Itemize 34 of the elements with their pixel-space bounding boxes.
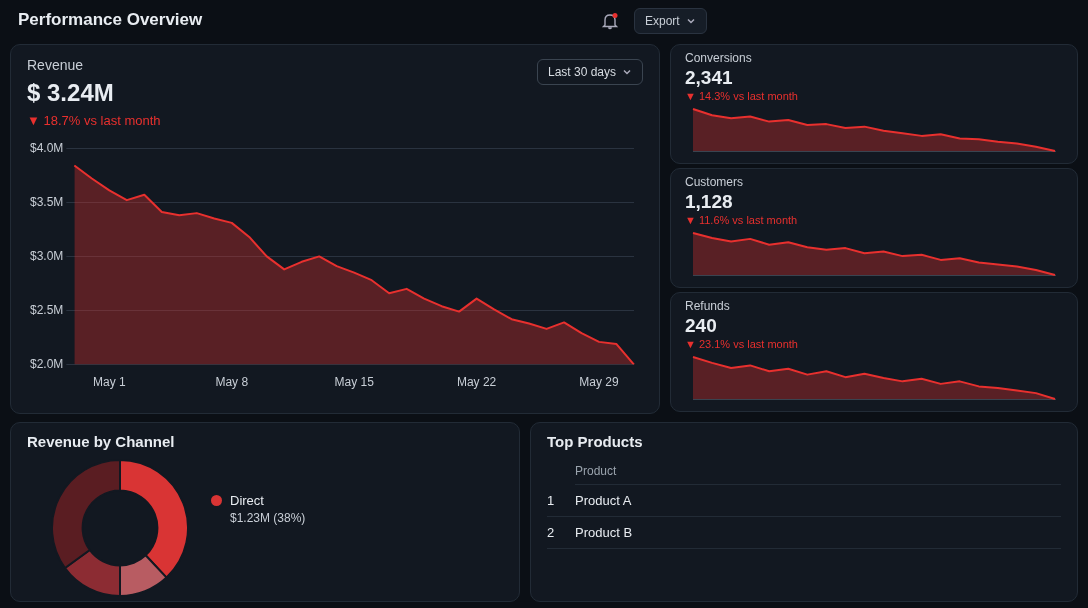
- text: ▼ 14.3% vs last month: [685, 90, 799, 103]
- y-tick-label: $2.0M: [29, 356, 64, 371]
- text: 1: [547, 493, 556, 508]
- x-tick-label: May 15: [334, 375, 375, 390]
- chart-subtitle: 240: [685, 315, 718, 337]
- x-tick-label: May 8: [215, 375, 249, 390]
- chart-subtitle: 1,128: [685, 191, 734, 213]
- x-tick-label: May 1: [92, 375, 126, 390]
- y-tick-label: $2.5M: [29, 302, 64, 317]
- x-tick-label: May 22: [456, 375, 497, 390]
- x-tick-label: May 29: [579, 375, 620, 390]
- chart-title: Customers: [685, 175, 744, 189]
- text: ▼ 23.1% vs last month: [685, 338, 799, 351]
- y-tick-label: $4.0M: [29, 140, 64, 155]
- chart-subtitle: 2,341: [685, 67, 734, 89]
- y-tick-label: $3.0M: [29, 248, 64, 263]
- data-label: $1.23M (38%): [230, 511, 306, 525]
- legend-label: Direct: [230, 493, 265, 508]
- text: Performance Overview: [18, 10, 203, 30]
- text: Product: [575, 464, 1061, 485]
- text: 2: [547, 525, 556, 540]
- text: ▼ 18.7% vs last month: [27, 113, 162, 128]
- text: Top Products: [547, 433, 644, 450]
- text: Product A: [575, 493, 632, 508]
- chart-title: Conversions: [685, 51, 753, 65]
- y-tick-label: $3.5M: [29, 194, 64, 209]
- text: Last 30 days: [536, 59, 643, 85]
- chart-title: Revenue: [27, 57, 84, 73]
- text: Product B: [575, 525, 633, 540]
- chart-title: Revenue by Channel: [27, 433, 176, 450]
- text: ▼ 11.6% vs last month: [685, 214, 799, 227]
- chart-title: Refunds: [685, 299, 731, 313]
- chart-subtitle: $ 3.24M: [27, 79, 115, 107]
- text: Export: [634, 8, 707, 34]
